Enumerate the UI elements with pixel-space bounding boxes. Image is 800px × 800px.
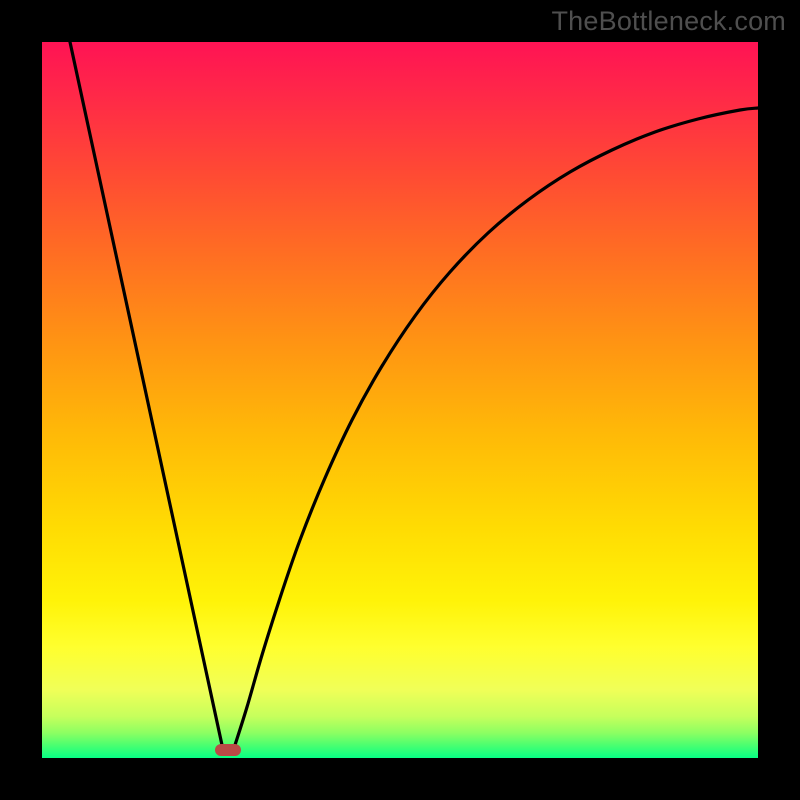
chart-root: { "watermark": { "text": "TheBottleneck.…	[0, 0, 800, 800]
chart-svg	[0, 0, 800, 800]
watermark-text: TheBottleneck.com	[551, 6, 786, 37]
gradient-background	[42, 42, 758, 758]
minimum-marker	[215, 744, 241, 756]
